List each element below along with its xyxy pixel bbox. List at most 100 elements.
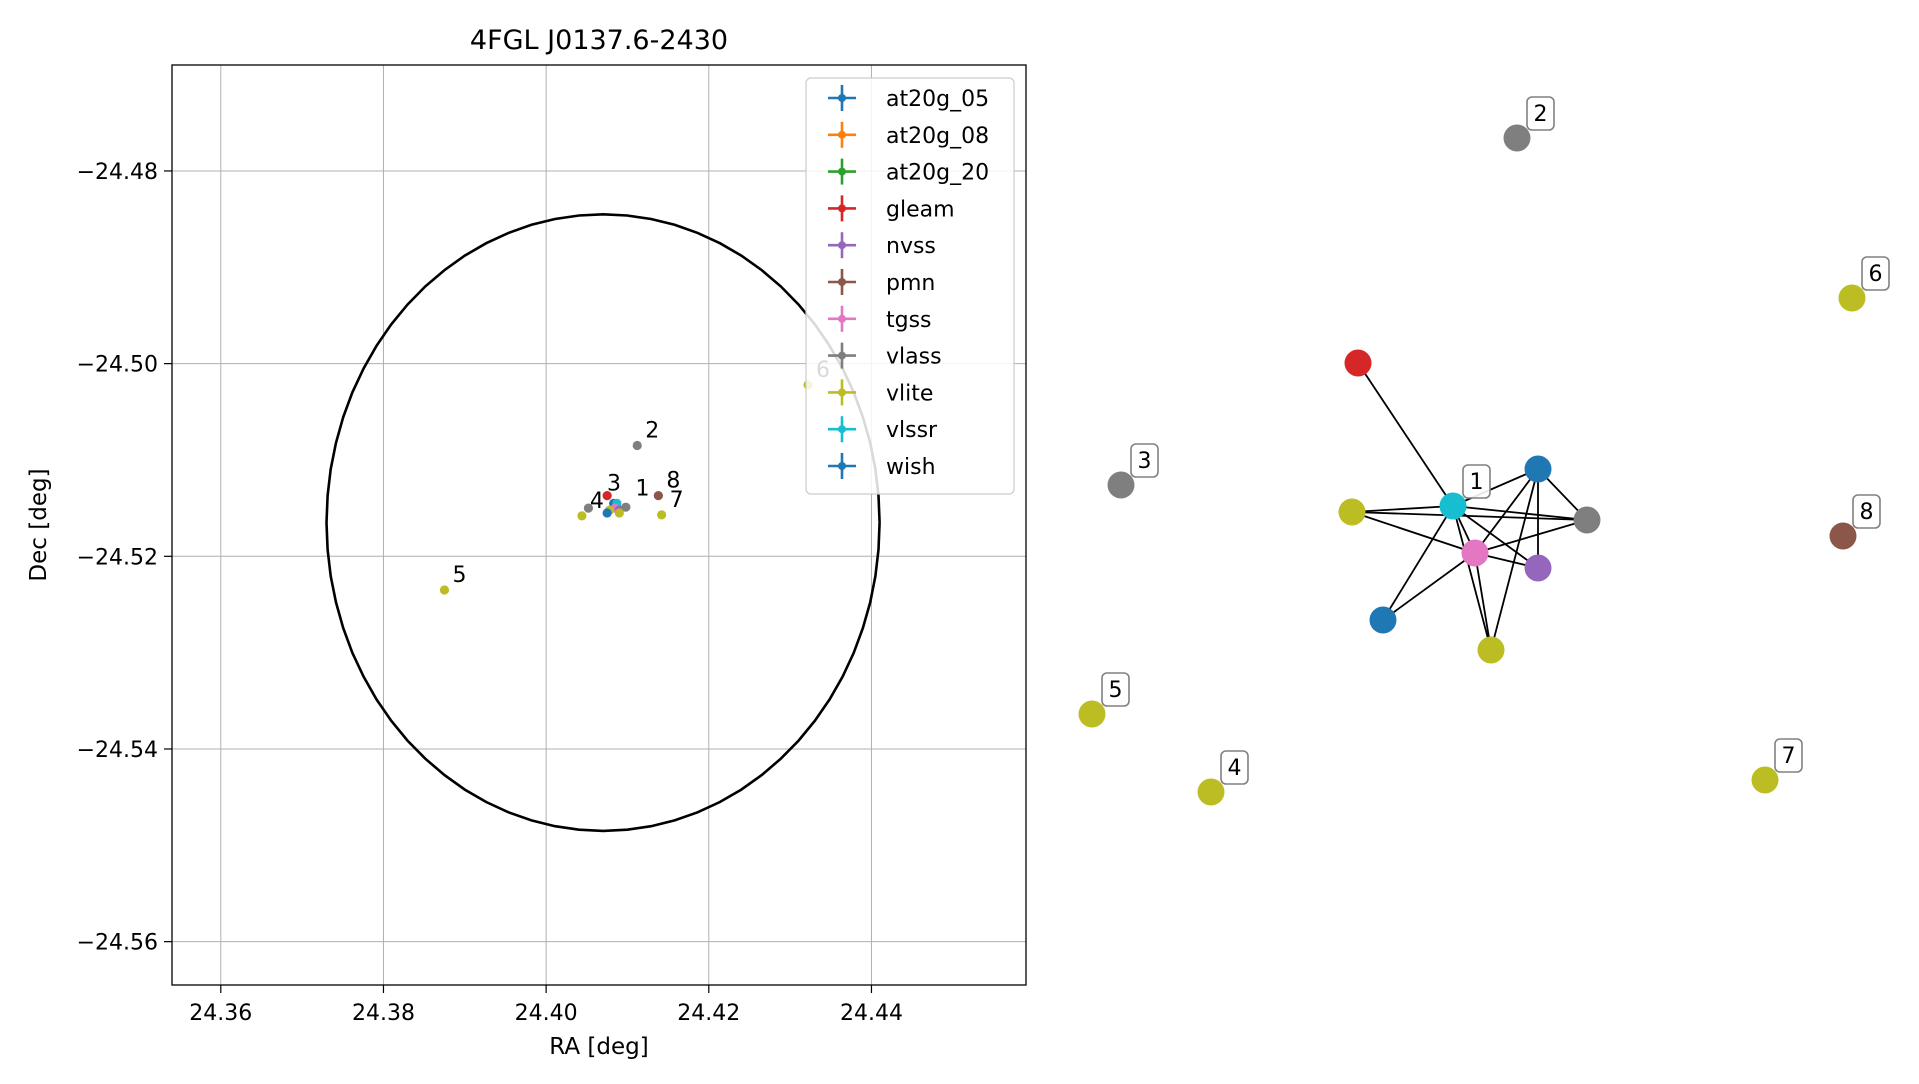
network-node-label: 4 bbox=[1228, 756, 1242, 781]
network-node-label: 7 bbox=[1782, 744, 1796, 769]
legend-label: tgss bbox=[886, 308, 932, 333]
y-tick-label: −24.48 bbox=[77, 160, 158, 185]
network-node-vlite bbox=[1751, 766, 1779, 794]
data-point-gleam bbox=[602, 491, 612, 501]
data-point-vlass bbox=[632, 440, 642, 451]
grid bbox=[172, 65, 1026, 985]
axis-ticks: 24.36 24.38 24.40 24.42 24.44 −24.48 −24.50 −24… bbox=[77, 160, 903, 1026]
data-point-vlite bbox=[577, 511, 587, 521]
network-node-label-box bbox=[1130, 443, 1159, 478]
x-tick-label: 24.42 bbox=[677, 1001, 740, 1026]
legend-label: nvss bbox=[886, 234, 936, 259]
network-node-vlite bbox=[1477, 636, 1505, 664]
legend-label: vlass bbox=[886, 345, 942, 370]
network-node-vlite bbox=[1338, 498, 1366, 526]
y-tick-label: −24.50 bbox=[77, 353, 158, 378]
network-node-vlite bbox=[1838, 284, 1866, 312]
legend-marker-dot bbox=[838, 94, 846, 102]
legend-marker-dot bbox=[838, 278, 846, 286]
x-tick-label: 24.38 bbox=[352, 1001, 415, 1026]
point-label: 8 bbox=[666, 469, 680, 494]
point-label: 2 bbox=[645, 419, 659, 444]
legend-marker-dot bbox=[838, 388, 846, 397]
data-point-vlite bbox=[614, 508, 624, 518]
network-edge bbox=[1382, 552, 1476, 621]
x-tick-label: 24.40 bbox=[515, 1001, 578, 1026]
network-node-label-box bbox=[1526, 96, 1555, 131]
network-node-label: 3 bbox=[1138, 449, 1152, 474]
legend-label: wish bbox=[886, 455, 936, 480]
network-edge bbox=[1351, 505, 1454, 513]
network-node-vlass bbox=[1573, 506, 1601, 534]
network-node-label: 8 bbox=[1860, 500, 1874, 525]
network-node-vlass bbox=[1503, 124, 1531, 152]
point-label: 7 bbox=[670, 488, 684, 513]
y-axis-label: Dec [deg] bbox=[26, 468, 52, 581]
legend-box bbox=[805, 77, 1015, 495]
legend-marker-dot bbox=[838, 130, 846, 139]
error-ellipse-group bbox=[325, 212, 881, 833]
network-node-label-box bbox=[1220, 750, 1249, 785]
network-edge bbox=[1452, 468, 1539, 507]
legend-marker-dot bbox=[838, 462, 846, 470]
network-graph: 1 2 3 4 5 6 7 8 bbox=[1078, 96, 1890, 806]
data-points bbox=[439, 380, 813, 595]
legend-label: vlite bbox=[886, 381, 933, 406]
network-edge bbox=[1474, 468, 1539, 554]
point-label: 4 bbox=[590, 489, 604, 514]
data-point-wish bbox=[602, 508, 612, 518]
network-edge bbox=[1382, 505, 1454, 621]
network-edge bbox=[1490, 468, 1539, 651]
legend-label: gleam bbox=[886, 197, 955, 222]
legend-label: at20g_08 bbox=[886, 124, 989, 149]
network-node-label-box bbox=[1462, 464, 1491, 499]
data-point-vlass bbox=[621, 502, 631, 512]
network-node-at20g_05 bbox=[1524, 455, 1552, 483]
network-node-label: 5 bbox=[1109, 678, 1123, 703]
point-label: 5 bbox=[452, 563, 466, 588]
network-node-vlass bbox=[1107, 471, 1135, 499]
network-node-wish bbox=[1369, 606, 1397, 634]
network-node-nvss bbox=[1524, 554, 1552, 582]
network-node-gleam bbox=[1344, 349, 1372, 377]
network-node-label-box bbox=[1852, 494, 1881, 529]
legend-marker-dot bbox=[838, 204, 846, 213]
network-node-tgss bbox=[1461, 539, 1489, 567]
legend-marker-dot bbox=[838, 351, 846, 360]
y-tick-label: −24.56 bbox=[77, 931, 158, 956]
legend-marker-dot bbox=[838, 314, 846, 323]
legend-marker-dot bbox=[838, 425, 846, 434]
legend-label: at20g_05 bbox=[886, 87, 989, 112]
network-node-label-box bbox=[1861, 256, 1890, 291]
legend-marker-dot bbox=[838, 167, 846, 176]
network-node-vlssr bbox=[1439, 492, 1467, 520]
network-node-vlite bbox=[1197, 778, 1225, 806]
y-tick-label: −24.54 bbox=[77, 738, 158, 763]
data-point-vlite bbox=[657, 510, 667, 520]
axes-frame bbox=[171, 64, 1027, 986]
legend-label: vlssr bbox=[886, 418, 938, 443]
network-edge bbox=[1357, 362, 1454, 507]
legend-label: at20g_20 bbox=[886, 161, 989, 186]
legend-marker-dot bbox=[838, 241, 846, 250]
network-node-label: 2 bbox=[1534, 102, 1548, 127]
network-node-label: 1 bbox=[1470, 470, 1484, 495]
network-node-vlite bbox=[1078, 700, 1106, 728]
network-node-label: 6 bbox=[1869, 262, 1883, 287]
network-edge bbox=[1351, 511, 1476, 554]
network-edge bbox=[1474, 519, 1588, 554]
network-node-label-box bbox=[1774, 738, 1803, 773]
x-tick-label: 24.44 bbox=[840, 1001, 903, 1026]
point-label: 3 bbox=[607, 472, 621, 497]
network-edge bbox=[1452, 505, 1588, 521]
network-node-label-box bbox=[1101, 672, 1130, 707]
chart-title: 4FGL J0137.6-2430 bbox=[470, 25, 728, 56]
network-edge bbox=[1351, 511, 1588, 521]
network-edge bbox=[1474, 552, 1492, 651]
legend-label: pmn bbox=[886, 271, 935, 296]
network-node-pmn bbox=[1829, 522, 1857, 550]
